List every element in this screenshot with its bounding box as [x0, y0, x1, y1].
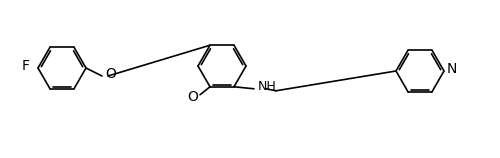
Text: N: N [447, 62, 458, 76]
Text: O: O [105, 67, 116, 81]
Text: F: F [22, 59, 30, 73]
Text: NH: NH [258, 80, 277, 93]
Text: O: O [187, 90, 198, 104]
